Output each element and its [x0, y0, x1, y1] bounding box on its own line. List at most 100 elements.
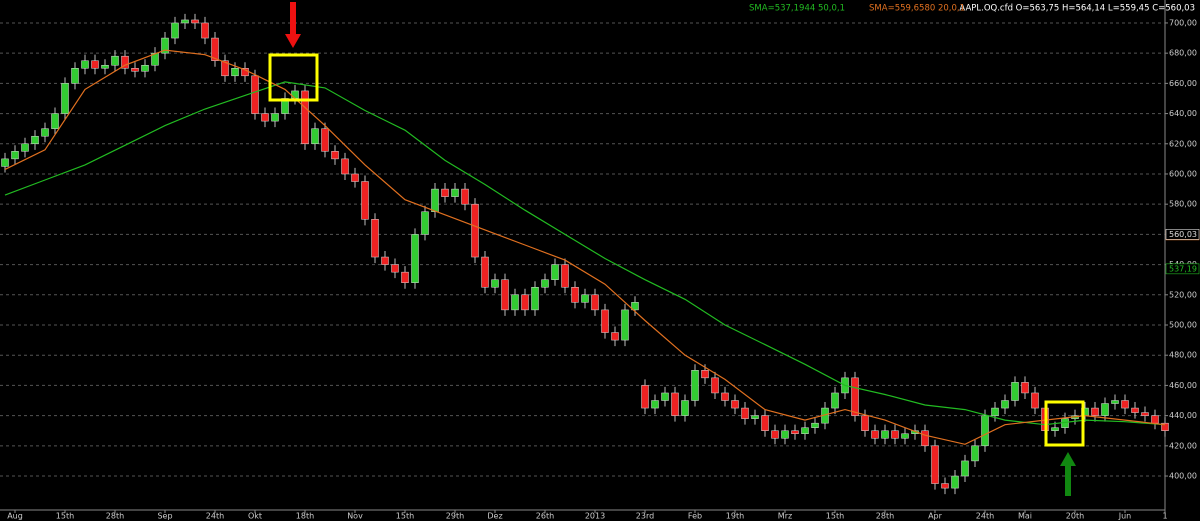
- candle-body: [531, 286, 539, 311]
- candle-body: [41, 128, 49, 137]
- price-marker-label: 560,03: [1169, 230, 1197, 239]
- candle-body: [991, 407, 999, 416]
- candle-body: [81, 60, 89, 69]
- x-tick-label: Feb: [688, 512, 702, 521]
- candle-body: [541, 279, 549, 288]
- candle-body: [161, 37, 169, 54]
- x-tick-label: 18th: [296, 512, 314, 521]
- candle-body: [561, 264, 569, 288]
- candle-body: [121, 55, 129, 69]
- x-tick-label: Jun: [1118, 512, 1132, 521]
- candle-body: [501, 279, 509, 311]
- candle-body: [441, 188, 449, 197]
- candle-body: [811, 422, 819, 428]
- x-tick-label: Apr: [928, 512, 943, 521]
- candle-body: [1121, 400, 1129, 409]
- x-tick-label: 26th: [536, 512, 554, 521]
- candle-body: [831, 392, 839, 409]
- candle-body: [411, 234, 419, 283]
- highlight-box: [1044, 400, 1085, 447]
- candle-body: [211, 37, 219, 61]
- candle-body: [861, 415, 869, 431]
- candle-body: [301, 90, 309, 145]
- x-tick-label: 24th: [206, 512, 224, 521]
- candle-body: [941, 483, 949, 489]
- x-tick-label: Nov: [347, 512, 363, 521]
- y-tick-label: 520,00: [1169, 290, 1197, 299]
- legend-entry: SMA=537,1944 50,0,1: [749, 4, 845, 14]
- x-tick-label: 15th: [56, 512, 74, 521]
- y-tick-label: 420,00: [1169, 441, 1197, 450]
- candle-body: [601, 309, 609, 333]
- candle-body: [331, 151, 339, 160]
- y-tick-label: 620,00: [1169, 139, 1197, 148]
- y-tick-label: 600,00: [1169, 169, 1197, 178]
- candle-body: [271, 113, 279, 122]
- candle-body: [281, 98, 289, 114]
- candle-body: [1031, 392, 1039, 409]
- y-tick-label: 580,00: [1169, 200, 1197, 209]
- candle-body: [451, 188, 459, 197]
- candle-body: [1, 158, 9, 167]
- candle-body: [91, 60, 99, 69]
- x-tick-label: Mai: [1018, 512, 1032, 521]
- candle-body: [131, 68, 139, 72]
- candle-body: [371, 219, 379, 258]
- candle-body: [761, 415, 769, 431]
- annotations: [268, 2, 1085, 496]
- candle-body: [181, 19, 189, 24]
- candle-body: [521, 294, 529, 311]
- candle-body: [151, 52, 159, 66]
- candle-body: [591, 294, 599, 311]
- y-tick-label: 400,00: [1169, 472, 1197, 481]
- candle-body: [321, 128, 329, 152]
- candle-body: [871, 430, 879, 439]
- sma-line: [4, 49, 1166, 445]
- x-tick-label: 23rd: [636, 512, 654, 521]
- candle-body: [671, 392, 679, 416]
- candle-body: [291, 90, 299, 99]
- candle-body: [1151, 415, 1159, 424]
- candle-body: [631, 302, 639, 311]
- candle-body: [1101, 403, 1109, 416]
- candle-body: [1131, 407, 1139, 413]
- candle-body: [491, 279, 499, 288]
- candle-body: [951, 475, 959, 489]
- candle-body: [711, 377, 719, 394]
- candle-body: [21, 143, 29, 152]
- candle-body: [791, 430, 799, 434]
- x-tick-label: 28th: [106, 512, 124, 521]
- candle-body: [581, 294, 589, 303]
- candle-body: [641, 385, 649, 409]
- candle-body: [851, 377, 859, 416]
- candle-body: [921, 430, 929, 447]
- instrument-info: AAPL.OQ.cfd O=563,75 H=564,14 L=559,45 C…: [959, 4, 1195, 14]
- candle-body: [961, 460, 969, 477]
- buy-arrow: [1060, 452, 1076, 496]
- candle-body: [661, 392, 669, 401]
- candle-body: [381, 256, 389, 265]
- x-tick-label: Aug: [7, 512, 23, 521]
- y-tick-label: 660,00: [1169, 79, 1197, 88]
- candle-body: [901, 433, 909, 439]
- candle-body: [721, 392, 729, 401]
- y-tick-label: 440,00: [1169, 411, 1197, 420]
- legend-entry: SMA=559,6580 20,0,1: [869, 4, 965, 14]
- x-tick-label: 19th: [726, 512, 744, 521]
- candle-body: [51, 113, 59, 129]
- candle-body: [971, 445, 979, 462]
- candle-body: [681, 400, 689, 416]
- candle-body: [701, 370, 709, 379]
- candle-body: [391, 264, 399, 273]
- candle-body: [111, 55, 119, 66]
- candle-body: [11, 151, 19, 160]
- candle-body: [231, 68, 239, 77]
- candle-body: [351, 173, 359, 182]
- x-tick-label: 1: [1162, 512, 1167, 521]
- y-tick-label: 700,00: [1169, 18, 1197, 27]
- candle-body: [621, 309, 629, 341]
- candle-body: [191, 19, 199, 24]
- candle-body: [881, 430, 889, 439]
- candle-body: [471, 203, 479, 258]
